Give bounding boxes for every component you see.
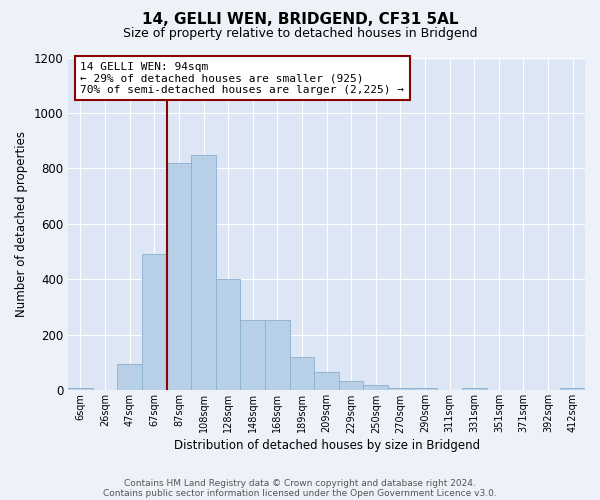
Bar [290,357,314,390]
Bar [462,388,487,390]
Bar [68,388,93,390]
Bar [339,380,364,390]
Bar [167,163,191,390]
X-axis label: Distribution of detached houses by size in Bridgend: Distribution of detached houses by size … [173,440,479,452]
Bar [265,320,290,390]
Bar [364,386,388,390]
Bar [560,388,585,390]
Bar [388,388,413,390]
Text: 14 GELLI WEN: 94sqm
← 29% of detached houses are smaller (925)
70% of semi-detac: 14 GELLI WEN: 94sqm ← 29% of detached ho… [80,62,404,95]
Bar [142,254,167,390]
Bar [241,320,265,390]
Y-axis label: Number of detached properties: Number of detached properties [15,131,28,317]
Bar [216,280,241,390]
Text: 14, GELLI WEN, BRIDGEND, CF31 5AL: 14, GELLI WEN, BRIDGEND, CF31 5AL [142,12,458,28]
Text: Contains HM Land Registry data © Crown copyright and database right 2024.: Contains HM Land Registry data © Crown c… [124,478,476,488]
Bar [118,364,142,390]
Bar [413,388,437,390]
Text: Contains public sector information licensed under the Open Government Licence v3: Contains public sector information licen… [103,488,497,498]
Text: Size of property relative to detached houses in Bridgend: Size of property relative to detached ho… [123,28,477,40]
Bar [191,154,216,390]
Bar [314,372,339,390]
